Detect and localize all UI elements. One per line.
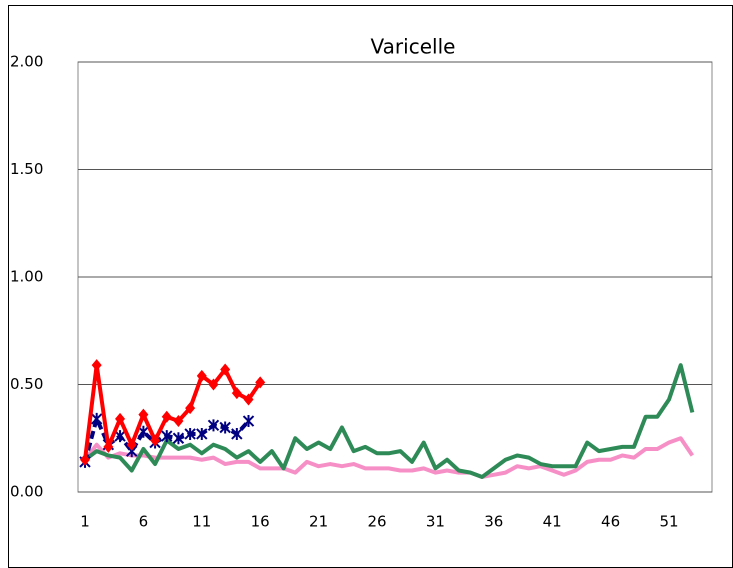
y-tick-label: 1.50 [10,160,43,178]
marker [184,427,196,440]
x-tick-label: 26 [367,513,386,531]
x-tick-label: 1 [80,513,90,531]
marker [80,453,90,466]
marker [185,402,196,415]
marker [242,415,255,428]
x-tick-label: 16 [251,513,270,531]
marker [172,432,185,445]
y-tick-label: 0.50 [10,375,43,393]
marker [173,415,184,428]
marker [231,387,242,400]
marker [114,430,126,443]
marker [103,440,114,453]
marker [91,359,102,372]
y-tick-label: 0.00 [10,483,43,501]
marker [231,427,243,440]
x-tick-label: 6 [139,513,149,531]
series-line [83,363,695,479]
marker [207,419,220,432]
x-tick-label: 41 [543,513,562,531]
marker [90,412,103,425]
marker [126,438,137,451]
y-tick-label: 1.00 [10,268,43,286]
x-tick-label: 11 [192,513,211,531]
marker [161,430,173,443]
marker [138,408,149,421]
x-tick-label: 46 [601,513,620,531]
marker [208,378,219,391]
marker [219,421,231,434]
marker [150,434,161,447]
x-tick-label: 31 [426,513,445,531]
series-line [83,436,695,479]
x-tick-label: 51 [659,513,678,531]
y-tick-label: 2.00 [10,53,43,71]
marker [255,376,266,389]
series-line [83,363,262,460]
x-tick-label: 36 [484,513,503,531]
marker [115,412,126,425]
marker [220,363,231,376]
marker [161,410,172,423]
x-tick-label: 21 [309,513,328,531]
marker [196,369,207,382]
marker [243,393,254,406]
marker [196,427,208,440]
chart-title: Varicelle [371,35,456,59]
chart-border [8,5,733,568]
